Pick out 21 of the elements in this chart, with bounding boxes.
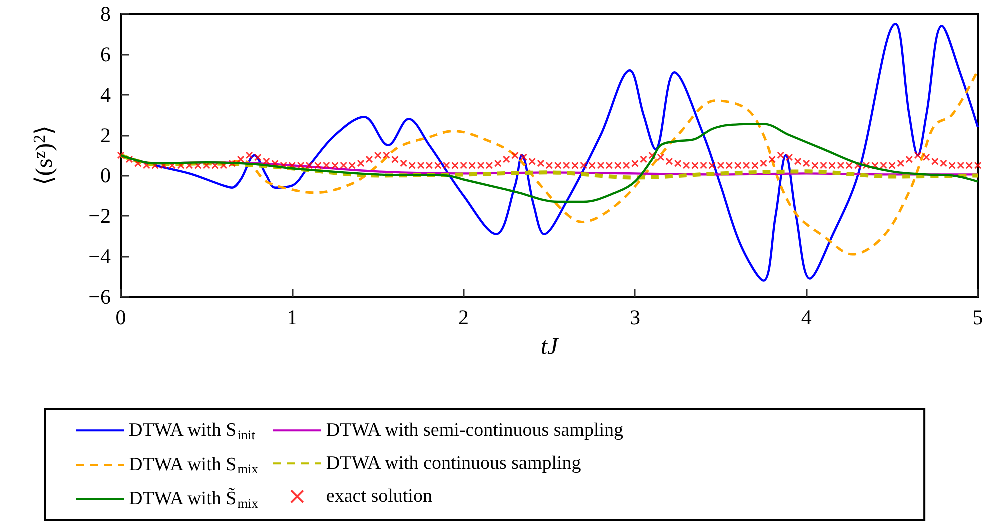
x-tick-label: 1 — [287, 306, 298, 330]
y-tick-label: 0 — [100, 164, 111, 188]
legend-label: exact solution — [326, 486, 433, 508]
line-series — [119, 154, 980, 180]
y-tick-label: 2 — [100, 123, 111, 148]
x-tick-label: 3 — [630, 306, 640, 330]
x-axis-title: tJ — [540, 334, 560, 360]
legend-label: DTWA with continuous sampling — [326, 453, 582, 474]
y-tick-label: 6 — [100, 42, 111, 66]
x-tick-label: 0 — [116, 306, 126, 330]
x-tick-label: 2 — [458, 306, 470, 330]
y-tick-label: −4 — [88, 244, 112, 269]
y-axis-title: ⟨(sz)2⟩ — [30, 126, 58, 186]
y-tick-label: 8 — [100, 2, 111, 26]
x-tick-label: 4 — [801, 306, 812, 330]
x-tick-label: 5 — [972, 306, 984, 330]
y-tick-label: −6 — [88, 285, 111, 309]
line-series — [120, 123, 980, 204]
y-tick-label: −2 — [88, 204, 111, 228]
y-tick-label: 4 — [100, 82, 112, 107]
legend-label: DTWA with semi-continuous sampling — [326, 420, 624, 442]
